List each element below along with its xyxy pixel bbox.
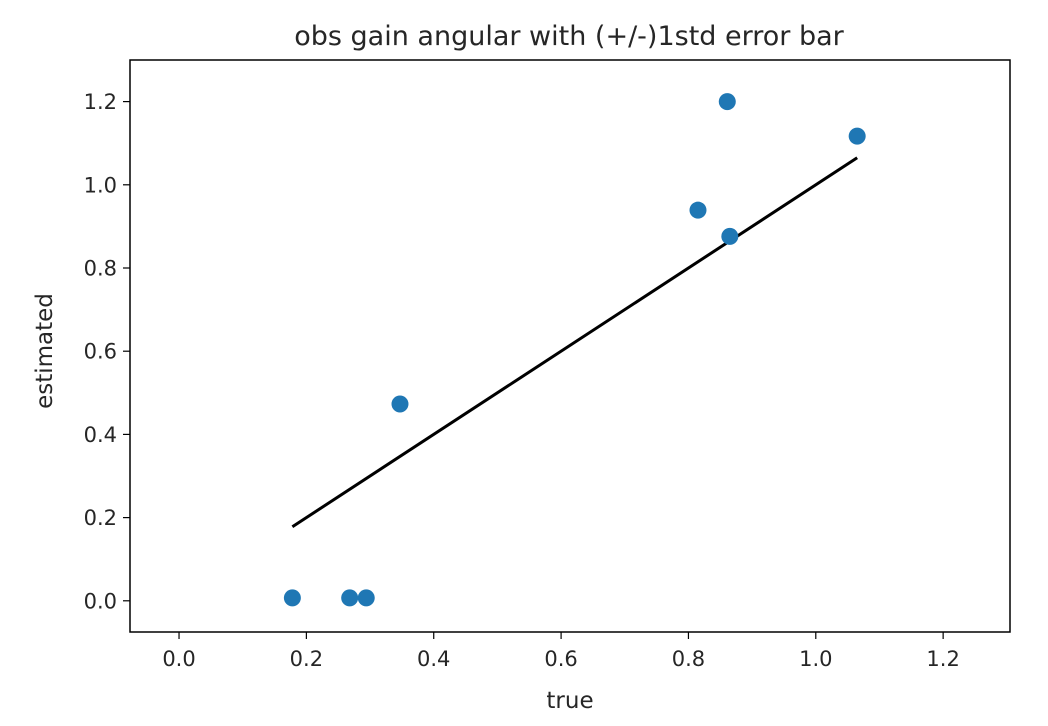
- axes-frame: [129, 59, 1011, 633]
- y-tick-label: 0.4: [84, 423, 117, 447]
- x-tick-label: 1.0: [799, 647, 832, 671]
- x-tick-label: 0.6: [544, 647, 577, 671]
- y-tick-label: 1.2: [84, 90, 117, 114]
- x-tick-label: 0.4: [417, 647, 450, 671]
- data-point: [391, 395, 409, 413]
- data-point: [718, 93, 736, 111]
- y-tick-label: 1.0: [84, 173, 117, 197]
- chart-title: obs gain angular with (+/-)1std error ba…: [294, 21, 844, 52]
- data-point: [283, 589, 301, 607]
- plot-area: [283, 93, 866, 607]
- y-tick-label: 0.8: [84, 257, 117, 281]
- y-tick-label: 0.2: [84, 506, 117, 530]
- data-point: [357, 589, 375, 607]
- y-axis-label: estimated: [32, 293, 58, 409]
- data-point: [689, 201, 707, 219]
- fit-line: [291, 156, 858, 529]
- data-point: [721, 227, 739, 245]
- x-tick-label: 0.2: [290, 647, 323, 671]
- y-tick-label: 0.0: [84, 589, 117, 613]
- x-axis-label: true: [546, 688, 593, 714]
- x-tick-label: 0.0: [162, 647, 195, 671]
- data-point: [848, 127, 866, 145]
- x-tick-label: 0.8: [672, 647, 705, 671]
- data-point: [341, 589, 359, 607]
- y-tick-label: 0.6: [84, 340, 117, 364]
- x-tick-label: 1.2: [926, 647, 959, 671]
